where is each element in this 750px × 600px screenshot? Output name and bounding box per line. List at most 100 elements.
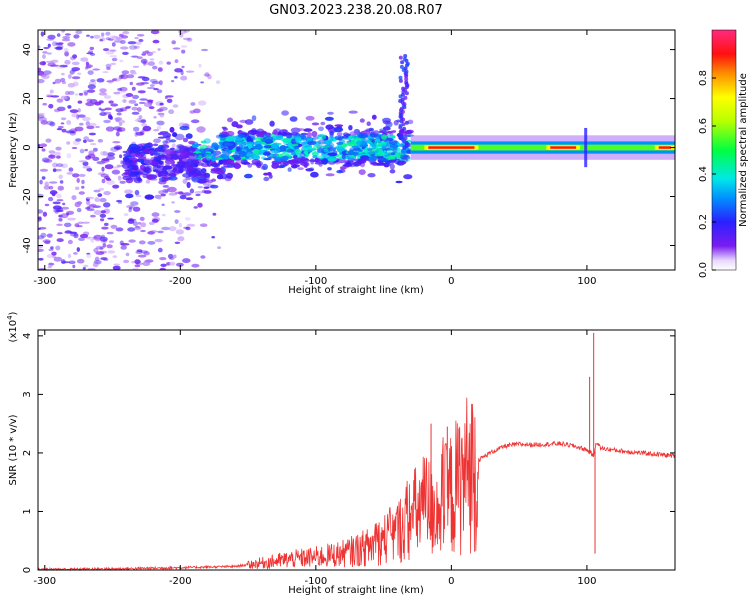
band-cell bbox=[279, 145, 286, 152]
band-cell bbox=[162, 140, 168, 145]
band-cell bbox=[163, 170, 168, 174]
band-cell bbox=[246, 152, 253, 157]
band-cell bbox=[342, 135, 349, 139]
noise-cell bbox=[81, 179, 85, 185]
noise-cell bbox=[182, 192, 192, 196]
noise-cell bbox=[41, 74, 50, 80]
band-cell bbox=[169, 150, 176, 155]
band-cell bbox=[130, 171, 140, 176]
noise-cell bbox=[140, 118, 147, 124]
noise-cell bbox=[142, 60, 147, 66]
noise-cell bbox=[86, 98, 93, 103]
band-cell bbox=[294, 148, 302, 154]
noise-cell bbox=[99, 197, 107, 203]
colorbar-tick-label: 0.8 bbox=[698, 70, 709, 86]
noise-cell bbox=[102, 93, 108, 96]
band-cell bbox=[303, 128, 313, 132]
band-cell bbox=[294, 157, 303, 164]
noise-cell bbox=[48, 181, 58, 184]
band-cell bbox=[395, 180, 403, 184]
band-cell bbox=[254, 137, 262, 142]
noise-cell bbox=[115, 108, 124, 113]
band-cell bbox=[338, 146, 343, 149]
noise-cell bbox=[95, 245, 105, 250]
band-cell bbox=[271, 143, 278, 149]
noise-cell bbox=[90, 79, 96, 82]
band-cell bbox=[158, 165, 167, 172]
noise-cell bbox=[106, 244, 113, 249]
noise-cell bbox=[151, 51, 156, 54]
noise-cell bbox=[122, 51, 129, 56]
noise-cell bbox=[134, 36, 139, 40]
noise-cell bbox=[199, 223, 208, 227]
noise-cell bbox=[140, 229, 146, 233]
noise-cell bbox=[73, 252, 78, 255]
band-cell bbox=[123, 171, 132, 175]
noise-cell bbox=[93, 260, 102, 264]
noise-cell bbox=[38, 193, 44, 199]
noise-cell bbox=[102, 243, 107, 248]
noise-cell bbox=[200, 48, 209, 52]
noise-cell bbox=[38, 79, 45, 84]
band-cell bbox=[174, 191, 184, 194]
noise-cell bbox=[84, 91, 88, 96]
band-cell bbox=[305, 115, 315, 121]
noise-cell bbox=[82, 161, 89, 166]
noise-cell bbox=[95, 251, 105, 256]
noise-cell bbox=[156, 120, 165, 126]
noise-cell bbox=[101, 32, 105, 37]
band-cell bbox=[367, 173, 376, 178]
noise-cell bbox=[113, 91, 121, 95]
band-cell bbox=[406, 149, 412, 154]
noise-cell bbox=[61, 128, 67, 133]
noise-cell bbox=[108, 100, 114, 104]
band-cell bbox=[162, 132, 172, 138]
spectrogram-frame bbox=[37, 29, 676, 271]
noise-cell bbox=[120, 245, 127, 250]
noise-cell bbox=[157, 48, 161, 51]
band-cell bbox=[267, 172, 272, 176]
band-cell bbox=[130, 146, 140, 153]
band-cell bbox=[336, 132, 343, 136]
band-cell bbox=[371, 114, 377, 120]
band-cell bbox=[286, 148, 295, 153]
noise-cell bbox=[146, 99, 154, 102]
noise-cell bbox=[120, 74, 125, 78]
snr-panel: -300 -200 -100 0 100 0 1 2 3 4 Height of straigh… bbox=[6, 311, 676, 596]
noise-cell bbox=[130, 55, 139, 58]
band-cell bbox=[215, 167, 225, 172]
band-cell bbox=[280, 138, 290, 142]
noise-cell bbox=[61, 163, 68, 169]
noise-cell bbox=[168, 226, 177, 232]
spike-cell bbox=[404, 91, 409, 96]
band-cell bbox=[348, 110, 358, 114]
noise-cell bbox=[98, 187, 105, 191]
spike-cell bbox=[400, 60, 405, 65]
noise-cell bbox=[92, 147, 98, 152]
noise-cell bbox=[158, 80, 163, 86]
noise-cell bbox=[42, 211, 48, 217]
noise-cell bbox=[122, 31, 130, 35]
noise-cell bbox=[168, 109, 175, 115]
noise-cell bbox=[200, 255, 206, 259]
noise-cell bbox=[115, 227, 124, 232]
noise-cell bbox=[145, 259, 154, 263]
noise-cell bbox=[56, 199, 64, 202]
band-cell bbox=[223, 155, 230, 160]
band-cell bbox=[305, 168, 314, 172]
noise-cell bbox=[53, 256, 62, 262]
noise-cell bbox=[123, 213, 129, 217]
band-cell bbox=[317, 148, 324, 154]
noise-cell bbox=[134, 103, 139, 106]
band-cell bbox=[169, 139, 177, 143]
band-cell bbox=[389, 163, 395, 170]
noise-cell bbox=[78, 160, 87, 163]
noise-cell bbox=[105, 126, 115, 132]
band-cell bbox=[348, 125, 353, 131]
snr-y-multiplier: (x104) bbox=[6, 311, 19, 342]
band-cell bbox=[251, 115, 257, 121]
noise-cell bbox=[100, 257, 108, 261]
spike-cell bbox=[403, 131, 408, 136]
band-cell bbox=[129, 174, 138, 179]
noise-cell bbox=[73, 34, 80, 39]
